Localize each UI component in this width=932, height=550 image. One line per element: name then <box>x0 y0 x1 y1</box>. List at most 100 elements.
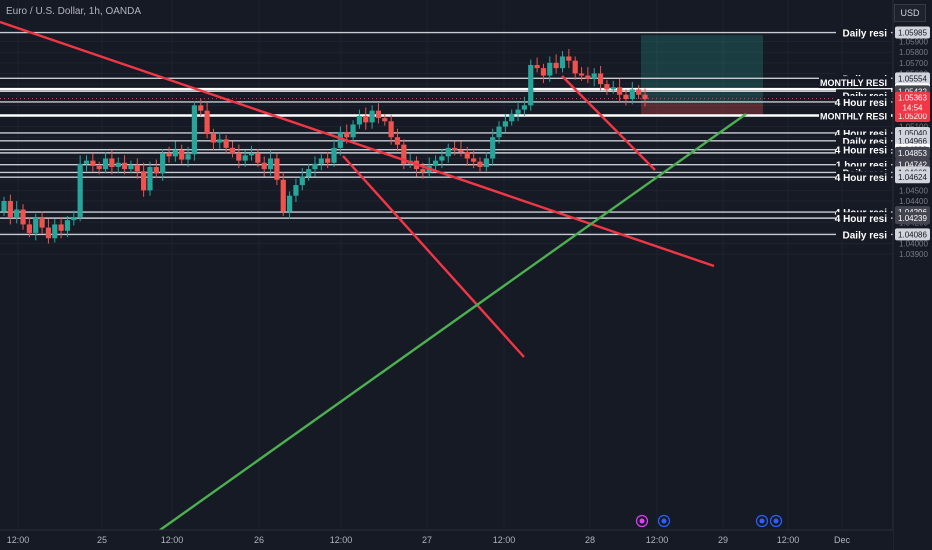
candle-body <box>439 156 445 161</box>
trend-lines[interactable] <box>0 20 747 531</box>
candle-body <box>490 137 496 159</box>
time-tick-label: Dec <box>834 535 851 545</box>
chart-title: Euro / U.S. Dollar, 1h, OANDA <box>6 6 142 17</box>
level-label-bg <box>836 171 891 184</box>
candle-body <box>147 167 153 191</box>
candle-body <box>261 162 267 170</box>
level-label-bg <box>836 95 891 108</box>
candle-body <box>394 137 401 145</box>
price-tick-label: 1.05800 <box>899 48 928 57</box>
time-tick-label: 12:00 <box>7 535 30 545</box>
level-label: Daily resi <box>843 137 888 148</box>
candle-body <box>26 224 32 233</box>
time-tick-label: 12:00 <box>161 535 184 545</box>
trendline-red-long <box>0 20 715 268</box>
countdown-label: 14:54 <box>902 104 923 113</box>
price-tick-label: 1.05900 <box>899 38 928 47</box>
economic-event-icon-dot <box>773 518 779 524</box>
candle-body <box>52 224 58 239</box>
candle-body <box>502 121 508 127</box>
candle-body <box>452 147 458 150</box>
level-label: 4 Hour resi <box>835 173 887 184</box>
candle-body <box>172 149 178 157</box>
level-labels: Daily resi Daily resi MONTHLY RESI Daily re… <box>819 26 891 241</box>
candle-body <box>280 179 286 212</box>
candle-body <box>350 124 356 138</box>
candle-body <box>344 131 350 138</box>
level-label-bg <box>819 109 891 122</box>
economic-event-icon-dot <box>759 518 765 524</box>
candle-body <box>388 121 394 138</box>
candle-body <box>1 201 7 212</box>
level-label-bg <box>836 143 891 156</box>
time-axis-bg <box>0 530 893 550</box>
candle-body <box>325 158 331 163</box>
economic-event-icon <box>755 514 769 528</box>
candle-body <box>210 134 217 143</box>
candle-body <box>191 105 197 155</box>
candle-body <box>369 110 375 123</box>
candle-body <box>312 163 318 170</box>
candle-body <box>477 161 483 168</box>
event-icons[interactable] <box>635 514 783 528</box>
level-label: 4 Hour resi <box>835 146 887 157</box>
time-tick-label: 12:00 <box>493 535 516 545</box>
price-tag-label: 1.05200 <box>898 112 927 121</box>
candle-body <box>166 153 172 157</box>
position-box[interactable] <box>641 35 763 115</box>
candle-body <box>160 153 166 174</box>
candle-body <box>337 131 343 148</box>
price-tick-label: 1.04000 <box>899 240 928 249</box>
candle-body <box>420 169 426 173</box>
time-tick-label: 12:00 <box>330 535 353 545</box>
candle-body <box>198 105 204 111</box>
level-label-bg <box>836 212 891 225</box>
time-axis[interactable]: 12:00 25 12:00 26 12:00 27 12:00 28 12:00 29 12:00… <box>0 529 893 550</box>
candle-body <box>121 162 128 170</box>
price-axis[interactable]: 1.059001.058001.057001.056001.055001.054… <box>892 0 932 550</box>
candle-body <box>509 113 515 122</box>
price-tag <box>895 72 930 85</box>
currency-button[interactable]: USD <box>894 4 926 22</box>
candle-body <box>134 164 140 172</box>
candle-body <box>39 218 45 228</box>
candle-body <box>102 158 109 170</box>
price-tag <box>895 228 930 241</box>
trendline-green <box>159 113 747 531</box>
level-label-bg <box>836 228 891 241</box>
candle-body <box>14 209 20 217</box>
position-target-zone <box>641 35 763 104</box>
candle-body <box>33 218 39 233</box>
candle-body <box>267 158 274 170</box>
price-tag-label: 1.04742 <box>898 161 927 170</box>
candle-body <box>293 185 299 196</box>
economic-event-icon <box>769 514 783 528</box>
candle-body <box>96 165 102 170</box>
current-price-label: 1.05363 <box>898 94 927 103</box>
candle-body <box>242 155 248 161</box>
level-label: 4 Hour resi <box>835 129 887 140</box>
candle-body <box>471 158 477 162</box>
candle-body <box>109 158 115 168</box>
chart-grid <box>0 0 893 530</box>
candle-body <box>185 154 191 160</box>
level-label: Daily resi <box>843 230 888 241</box>
candle-body <box>318 158 324 164</box>
candle-body <box>642 94 648 99</box>
price-tag-label: 1.05985 <box>898 29 927 38</box>
candle-body <box>610 87 616 90</box>
candle-body <box>356 115 363 125</box>
price-tag-label: 1.04624 <box>898 173 927 182</box>
candle-body <box>153 167 159 174</box>
candle-body <box>432 160 439 166</box>
price-tag <box>895 26 930 39</box>
candle-body <box>286 195 293 212</box>
candle-body <box>496 126 502 138</box>
flash-event-icon-dot <box>639 518 645 524</box>
level-label: 1 hour resi <box>836 161 887 172</box>
candle-body <box>45 227 52 239</box>
candle-body <box>217 139 223 143</box>
candle-body <box>20 209 26 225</box>
candle-body <box>90 160 96 166</box>
